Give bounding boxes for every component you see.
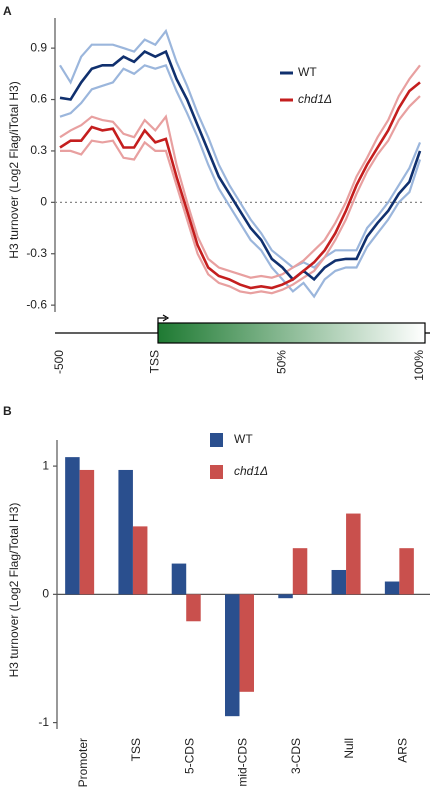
band-line	[59, 64, 421, 279]
y-axis-label: H3 turnover (Log2 Flag/iTotal H3)	[7, 81, 21, 258]
bar	[399, 548, 414, 595]
series-line	[59, 81, 421, 290]
y-axis-label: H3 turnover (Log2 Flag/Total H3)	[7, 503, 21, 678]
band-line	[60, 95, 421, 295]
y-tick-label: -0.6	[26, 297, 47, 311]
x-tick-label: 3-CDS	[289, 738, 303, 774]
x-tick-label: -500	[52, 350, 66, 374]
bar	[225, 594, 240, 717]
legend-label: chd1Δ	[298, 92, 332, 106]
band-line	[59, 63, 422, 299]
y-tick-label: 0.9	[30, 40, 47, 54]
bar	[186, 594, 201, 622]
series-line	[59, 49, 422, 282]
bar	[118, 469, 133, 595]
y-tick-label: 1	[42, 458, 49, 472]
band-line	[59, 28, 422, 269]
bar	[278, 594, 293, 599]
bar	[384, 581, 400, 595]
bar	[346, 513, 361, 595]
y-tick-label: 0	[40, 195, 47, 209]
bar	[331, 569, 347, 595]
legend-swatch	[210, 433, 223, 447]
y-tick-label: -0.3	[26, 246, 47, 260]
bar	[65, 457, 80, 595]
bar	[171, 563, 187, 595]
x-tick-label: 5-CDS	[182, 738, 196, 774]
x-tick-label: mid-CDS	[236, 738, 250, 787]
bar	[239, 594, 254, 692]
x-tick-label: Promoter	[76, 738, 90, 787]
x-tick-label: TSS	[129, 738, 143, 761]
legend-swatch	[210, 465, 223, 479]
y-tick-label: -1	[38, 715, 49, 729]
x-tick-label: ARS	[396, 738, 410, 763]
gene-diagram	[55, 314, 430, 344]
x-tick-label: Null	[342, 738, 356, 759]
bar	[79, 469, 95, 595]
legend-label: WT	[234, 432, 253, 446]
x-tick-label: 50%	[275, 350, 289, 374]
y-tick-label: 0.3	[30, 143, 47, 157]
panel-letter: A	[3, 4, 12, 18]
legend-label: WT	[298, 65, 317, 79]
panel-letter: B	[3, 404, 12, 418]
bar	[292, 548, 308, 595]
y-tick-label: 0	[42, 587, 49, 601]
bar	[132, 526, 148, 595]
x-tick-label: TSS	[147, 350, 161, 373]
x-tick-label: 100%	[412, 350, 426, 381]
legend-label: chd1Δ	[234, 464, 268, 478]
y-tick-label: 0.6	[30, 92, 47, 106]
